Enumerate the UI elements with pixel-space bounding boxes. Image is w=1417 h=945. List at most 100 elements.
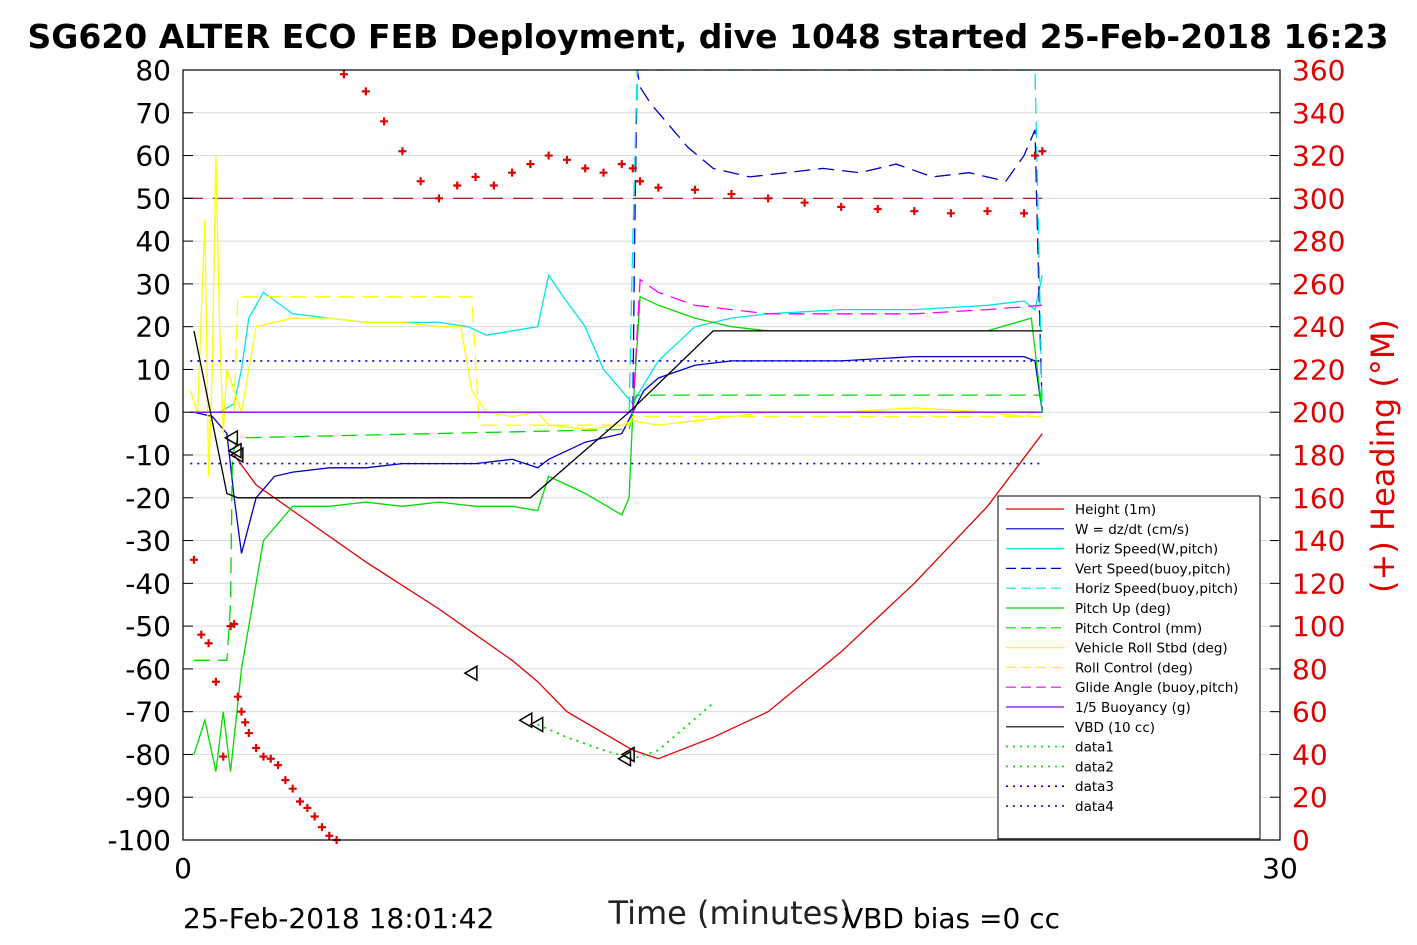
heading-point-19 — [310, 812, 319, 821]
heading-point-13 — [266, 754, 275, 763]
left-tick-label-1: 70 — [135, 97, 171, 130]
series-line-8 — [233, 296, 1043, 426]
heading-point-51 — [1020, 209, 1029, 218]
heading-point-11 — [252, 744, 261, 753]
heading-point-43 — [727, 190, 736, 199]
heading-point-1 — [197, 630, 206, 639]
right-tick-label-12: 120 — [1292, 567, 1345, 600]
footer-vbd-bias: VBD bias =0 cc — [844, 902, 1060, 935]
legend-label-14: data3 — [1075, 779, 1114, 795]
legend-label-2: Horiz Speed(W,pitch) — [1075, 542, 1218, 558]
right-tick-label-14: 80 — [1292, 653, 1328, 686]
triangle-marker-7 — [620, 746, 635, 763]
heading-point-17 — [296, 797, 305, 806]
triangle-marker-0 — [223, 429, 239, 447]
legend-label-5: Pitch Up (deg) — [1075, 601, 1171, 617]
legend-label-12: data1 — [1075, 740, 1114, 756]
right-axis: 3603403203002802602402202001801601401201… — [1270, 54, 1345, 857]
heading-point-29 — [453, 181, 462, 190]
series-line-5 — [193, 295, 1043, 772]
legend-label-3: Vert Speed(buoy,pitch) — [1075, 561, 1231, 577]
series-line-1 — [193, 355, 1043, 554]
right-tick-label-10: 160 — [1292, 482, 1345, 515]
series-layer — [183, 69, 1043, 772]
left-tick-label-7: 10 — [135, 353, 171, 386]
right-tick-label-15: 60 — [1292, 696, 1328, 729]
series-line-0 — [233, 433, 1043, 760]
legend-label-13: data2 — [1075, 759, 1114, 775]
triangle-marker-3 — [463, 664, 478, 682]
heading-point-8 — [237, 707, 246, 716]
left-tick-label-11: -30 — [125, 525, 171, 558]
legend-label-11: VBD (10 cc) — [1075, 720, 1155, 736]
left-tick-label-8: 0 — [153, 396, 171, 429]
heading-point-32 — [508, 168, 517, 177]
x-axis: 0 30 — [174, 830, 1298, 885]
heading-points — [189, 70, 1047, 844]
heading-point-26 — [398, 147, 407, 156]
heading-point-31 — [489, 181, 498, 190]
heading-point-9 — [241, 718, 250, 727]
heading-point-27 — [416, 177, 425, 186]
triangle-marker-1 — [227, 442, 242, 460]
heading-point-2 — [204, 639, 213, 648]
triangle-marker-4 — [518, 711, 533, 729]
left-tick-label-12: -40 — [125, 567, 171, 600]
right-tick-label-11: 140 — [1292, 525, 1345, 558]
heading-point-48 — [910, 207, 919, 216]
heading-point-44 — [764, 194, 773, 203]
heading-point-53 — [1038, 147, 1047, 156]
left-tick-label-17: -90 — [125, 781, 171, 814]
x-tick-label-0: 0 — [174, 852, 192, 885]
series-line-6 — [194, 394, 1043, 661]
series-line-13 — [537, 702, 714, 760]
series-line-7 — [189, 155, 1043, 477]
heading-point-28 — [434, 194, 443, 203]
right-tick-label-8: 200 — [1292, 396, 1345, 429]
right-tick-label-2: 320 — [1292, 140, 1345, 173]
heading-point-41 — [654, 183, 663, 192]
left-tick-label-4: 40 — [135, 225, 171, 258]
heading-point-46 — [837, 202, 846, 211]
chart-title: SG620 ALTER ECO FEB Deployment, dive 104… — [27, 17, 1388, 56]
left-tick-label-6: 20 — [135, 311, 171, 344]
heading-point-34 — [544, 151, 553, 160]
right-tick-label-7: 220 — [1292, 353, 1345, 386]
heading-point-50 — [983, 207, 992, 216]
heading-point-10 — [244, 729, 253, 738]
right-tick-label-4: 280 — [1292, 225, 1345, 258]
heading-point-35 — [562, 155, 571, 164]
heading-point-52 — [1031, 151, 1039, 160]
right-tick-label-0: 360 — [1292, 54, 1345, 87]
left-tick-label-9: -10 — [125, 439, 171, 472]
heading-point-38 — [617, 160, 626, 169]
heading-point-0 — [189, 555, 198, 564]
x-tick-label-1: 30 — [1262, 852, 1298, 885]
footer-timestamp: 25-Feb-2018 18:01:42 — [183, 902, 494, 935]
right-tick-label-6: 240 — [1292, 311, 1345, 344]
series-line-3 — [632, 69, 1043, 413]
legend-label-0: Height (1m) — [1075, 502, 1156, 518]
x-axis-label: Time (minutes) — [608, 894, 852, 932]
heading-point-42 — [690, 185, 699, 194]
heading-point-14 — [274, 761, 283, 770]
series-line-2 — [194, 273, 1043, 413]
heading-point-15 — [281, 776, 290, 785]
heading-point-6 — [230, 619, 239, 628]
legend-label-1: W = dz/dt (cm/s) — [1075, 522, 1189, 538]
heading-point-49 — [946, 209, 955, 218]
heading-point-4 — [219, 752, 228, 761]
triangle-markers — [223, 429, 635, 768]
legend: Height (1m) W = dz/dt (cm/s) Horiz Speed(W… — [997, 495, 1261, 840]
legend-label-15: data4 — [1075, 799, 1114, 815]
left-axis: 80 70 60 50 40 30 20 10 0 -10 -20 -30 -40 -50 -60 -70 -8… — [107, 54, 193, 857]
heading-point-33 — [526, 160, 535, 169]
right-axis-label: (+) Heading (°M) — [1364, 319, 1402, 593]
heading-point-16 — [288, 784, 297, 793]
legend-label-7: Vehicle Roll Stbd (deg) — [1075, 641, 1228, 657]
left-tick-label-5: 30 — [135, 268, 171, 301]
right-tick-label-18: 0 — [1292, 824, 1310, 857]
heading-point-36 — [581, 164, 590, 173]
right-tick-label-3: 300 — [1292, 182, 1345, 215]
legend-label-9: Glide Angle (buoy,pitch) — [1075, 680, 1239, 696]
